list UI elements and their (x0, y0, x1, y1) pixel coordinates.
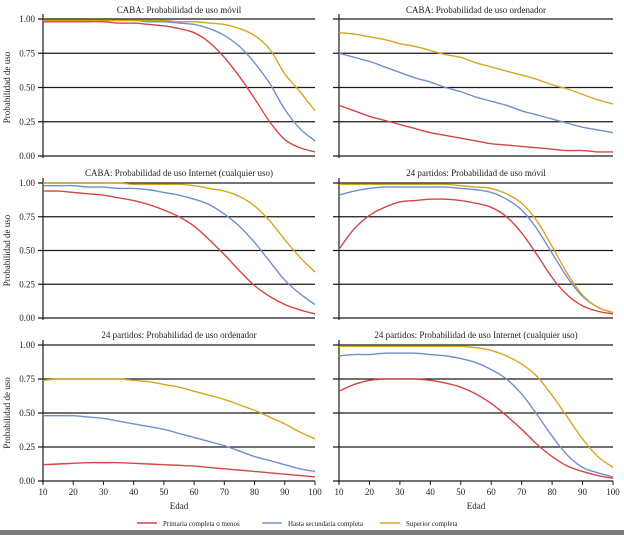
x-tick-label: 100 (606, 487, 620, 497)
y-tick-label: 1.00 (19, 178, 35, 188)
x-tick-label: 80 (548, 487, 558, 497)
y-tick-label: 0.25 (19, 117, 35, 127)
panel-title: CABA: Probabilidad de uso Internet (cual… (85, 168, 273, 178)
series-line-primaria (338, 198, 614, 315)
x-tick-label: 70 (220, 487, 230, 497)
y-tick-label: 1.00 (19, 14, 35, 24)
series-line-superior (339, 345, 614, 468)
x-tick-label: 10 (39, 487, 49, 497)
panel-title: CABA: Probabilidad de uso móvil (117, 5, 242, 15)
x-tick-label: 90 (578, 487, 588, 497)
y-tick-label: 0.25 (19, 279, 35, 289)
x-tick-label: 100 (308, 487, 322, 497)
panel-title: CABA: Probabilidad de uso ordenador (406, 5, 546, 15)
series-line-superior (43, 182, 316, 273)
series-line-hasta (42, 19, 316, 142)
y-tick-label: 1.00 (19, 340, 35, 350)
y-axis-label: Probabilidad de uso (2, 51, 12, 123)
x-tick-label: 10 (335, 487, 345, 497)
panel-title: 24 partidos: Probabilidad de uso móvil (406, 168, 546, 178)
panel-title: 24 partidos: Probabilidad de uso Interne… (374, 330, 577, 340)
x-tick-label: 30 (99, 487, 109, 497)
series-line-primaria (42, 461, 316, 478)
x-tick-label: 50 (159, 487, 169, 497)
legend-label: Primaria completa o menos (163, 520, 240, 528)
panel-title: 24 partidos: Probabilidad de uso ordenad… (101, 330, 256, 340)
y-tick-label: 0.50 (19, 408, 35, 418)
x-axis-label: Edad (170, 501, 189, 511)
series-line-primaria (338, 104, 614, 153)
y-tick-label: 0.50 (19, 246, 35, 256)
x-tick-label: 40 (426, 487, 436, 497)
series-line-superior (338, 32, 614, 105)
x-tick-label: 90 (280, 487, 290, 497)
y-tick-label: 0.25 (19, 442, 35, 452)
y-tick-label: 0.75 (19, 374, 35, 384)
y-tick-label: 0.75 (19, 212, 35, 222)
y-tick-label: 0.50 (19, 83, 35, 93)
y-axis-label: Probabilidad de uso (2, 377, 12, 449)
y-tick-label: 0.75 (19, 48, 35, 58)
legend-label: Hasta secundaria completa (288, 520, 364, 528)
bottom-border-bar (0, 530, 624, 535)
x-axis-label: Edad (467, 501, 486, 511)
x-tick-label: 20 (69, 487, 79, 497)
x-tick-label: 70 (517, 487, 527, 497)
y-tick-label: 0.00 (19, 476, 35, 486)
series-line-superior (42, 19, 316, 112)
x-tick-label: 60 (487, 487, 497, 497)
series-line-hasta (43, 184, 316, 306)
series-line-hasta (43, 414, 316, 473)
x-tick-label: 60 (190, 487, 200, 497)
series-line-primaria (43, 20, 316, 153)
x-tick-label: 20 (365, 487, 375, 497)
y-tick-label: 0.00 (19, 313, 35, 323)
series-line-superior (339, 183, 614, 314)
series-line-hasta (338, 52, 614, 134)
x-tick-label: 80 (250, 487, 260, 497)
series-line-superior (42, 378, 316, 440)
x-tick-label: 30 (395, 487, 405, 497)
x-tick-label: 40 (129, 487, 139, 497)
y-tick-label: 0.00 (19, 151, 35, 161)
legend-label: Superior completa (406, 520, 458, 528)
y-axis-label: Probabilidad de uso (2, 214, 12, 286)
series-line-primaria (42, 190, 316, 315)
series-line-hasta (338, 352, 614, 478)
series-line-primaria (338, 378, 614, 479)
x-tick-label: 50 (456, 487, 466, 497)
series-line-hasta (338, 186, 614, 314)
